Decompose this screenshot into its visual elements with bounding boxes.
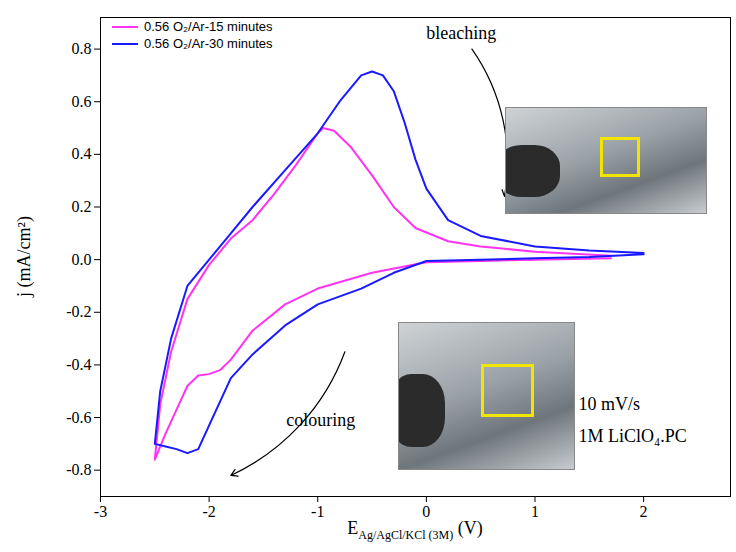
svg-text:1M LiClO₄.PC: 1M LiClO₄.PC [578, 426, 686, 446]
svg-text:-0.8: -0.8 [66, 461, 91, 478]
svg-text:j (mA/cm²): j (mA/cm²) [14, 216, 35, 298]
svg-text:-2: -2 [202, 503, 215, 520]
svg-text:0.0: 0.0 [72, 251, 92, 268]
svg-text:10 mV/s: 10 mV/s [578, 394, 640, 414]
html-text:0.56 O₂/Ar-30 minutes: 0.56 O₂/Ar-30 minutes [144, 36, 273, 51]
html-text:0.56 O₂/Ar-15 minutes: 0.56 O₂/Ar-15 minutes [144, 19, 273, 34]
svg-text:-3: -3 [94, 503, 107, 520]
svg-text:-0.2: -0.2 [66, 303, 91, 320]
svg-text:EAg/AgCl/KCl (3M) (V): EAg/AgCl/KCl (3M) (V) [347, 518, 483, 542]
svg-text:-0.4: -0.4 [66, 356, 91, 373]
svg-text:0.4: 0.4 [72, 145, 92, 162]
svg-text:bleaching: bleaching [426, 23, 496, 43]
svg-text:0.8: 0.8 [72, 40, 92, 57]
svg-text:-1: -1 [311, 503, 324, 520]
svg-text:1: 1 [531, 503, 539, 520]
svg-text:0: 0 [422, 503, 430, 520]
svg-text:colouring: colouring [286, 410, 355, 430]
svg-text:0.2: 0.2 [72, 198, 92, 215]
svg-text:2: 2 [640, 503, 648, 520]
svg-text:0.6: 0.6 [72, 93, 92, 110]
svg-text:-0.6: -0.6 [66, 409, 91, 426]
